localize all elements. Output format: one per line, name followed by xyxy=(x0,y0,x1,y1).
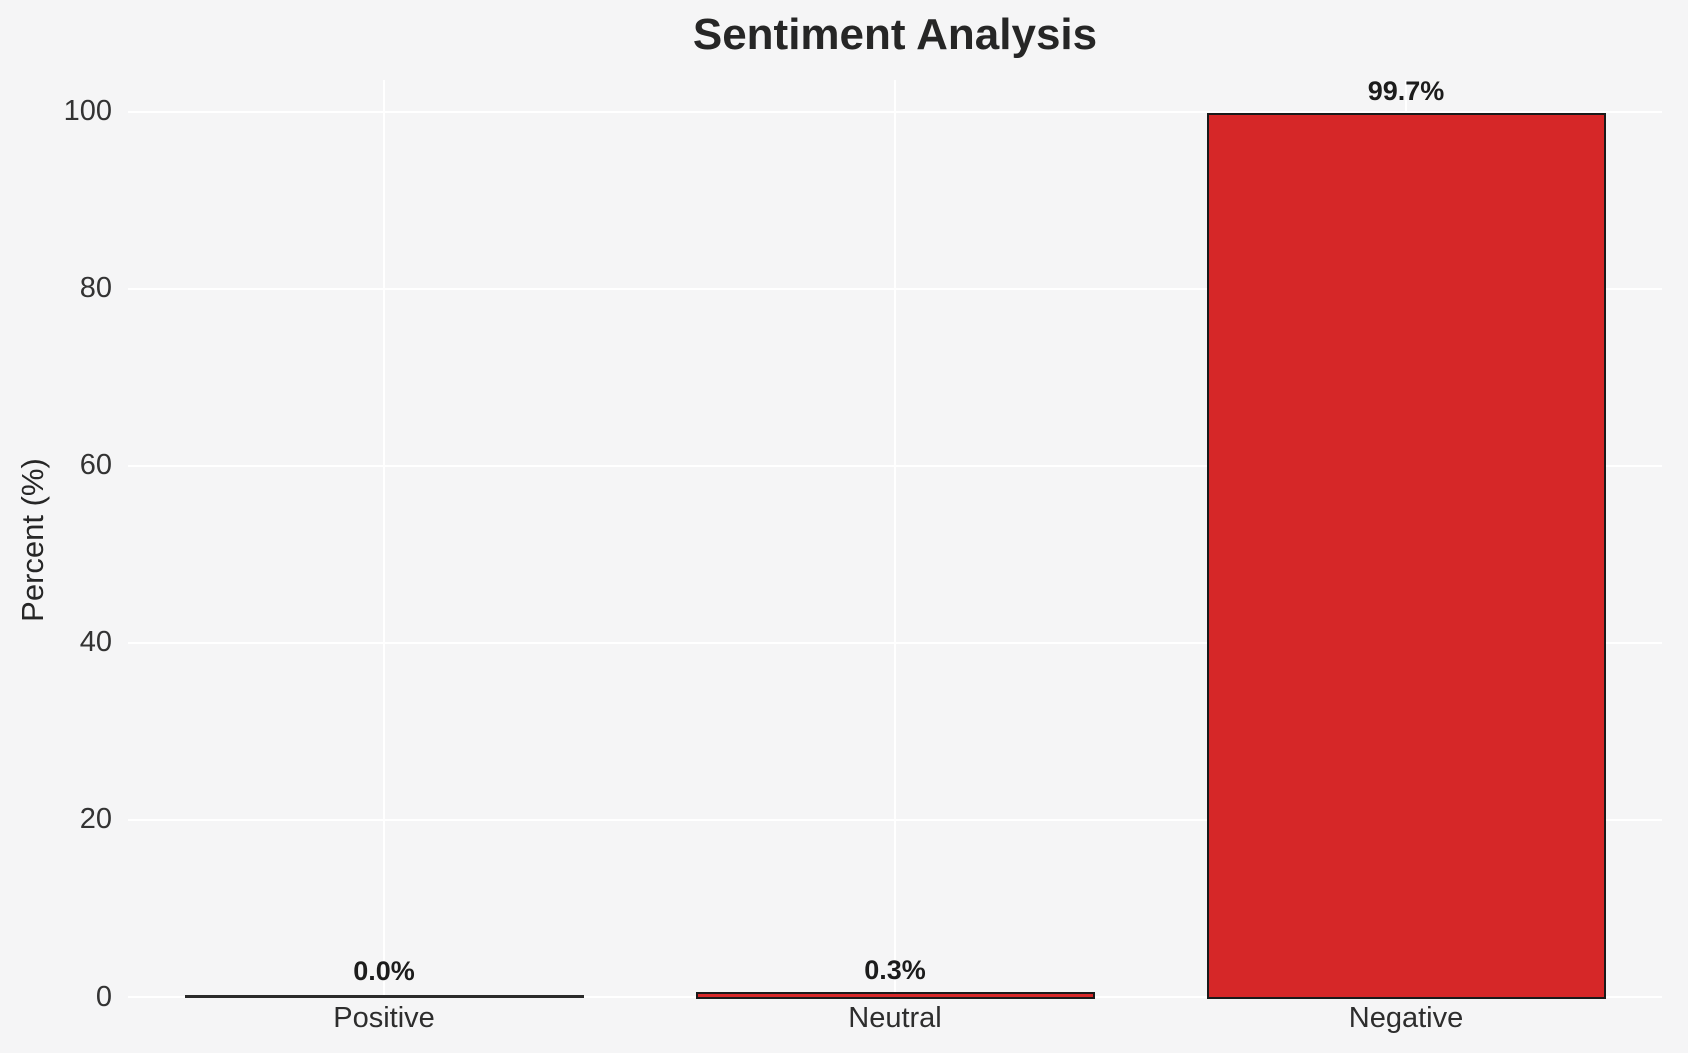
plot-area: 0.0% 0.3% 99.7% xyxy=(128,76,1662,999)
gridline-v-neutral xyxy=(894,80,896,997)
x-tick-label-negative: Negative xyxy=(1348,1002,1464,1034)
y-tick-label-0: 0 xyxy=(95,980,112,1013)
bar-negative xyxy=(1206,112,1606,999)
y-tick-label-40: 40 xyxy=(79,626,112,659)
x-tick-label-neutral: Neutral xyxy=(848,1002,942,1034)
y-axis-label: Percent (%) xyxy=(15,458,50,622)
gridline-v-positive xyxy=(383,80,385,997)
y-tick-label-60: 60 xyxy=(79,449,112,482)
bar-positive xyxy=(184,995,584,998)
chart-title: Sentiment Analysis xyxy=(692,10,1098,59)
bar-value-label-positive: 0.0% xyxy=(353,956,415,986)
y-tick-label-100: 100 xyxy=(63,95,112,128)
bar-value-label-negative: 99.7% xyxy=(1367,75,1445,106)
bar-neutral xyxy=(695,992,1095,999)
x-tick-label-positive: Positive xyxy=(333,1002,435,1034)
y-tick-label-20: 20 xyxy=(79,803,112,836)
y-tick-label-80: 80 xyxy=(79,272,112,305)
bar-value-label-neutral: 0.3% xyxy=(864,955,926,986)
